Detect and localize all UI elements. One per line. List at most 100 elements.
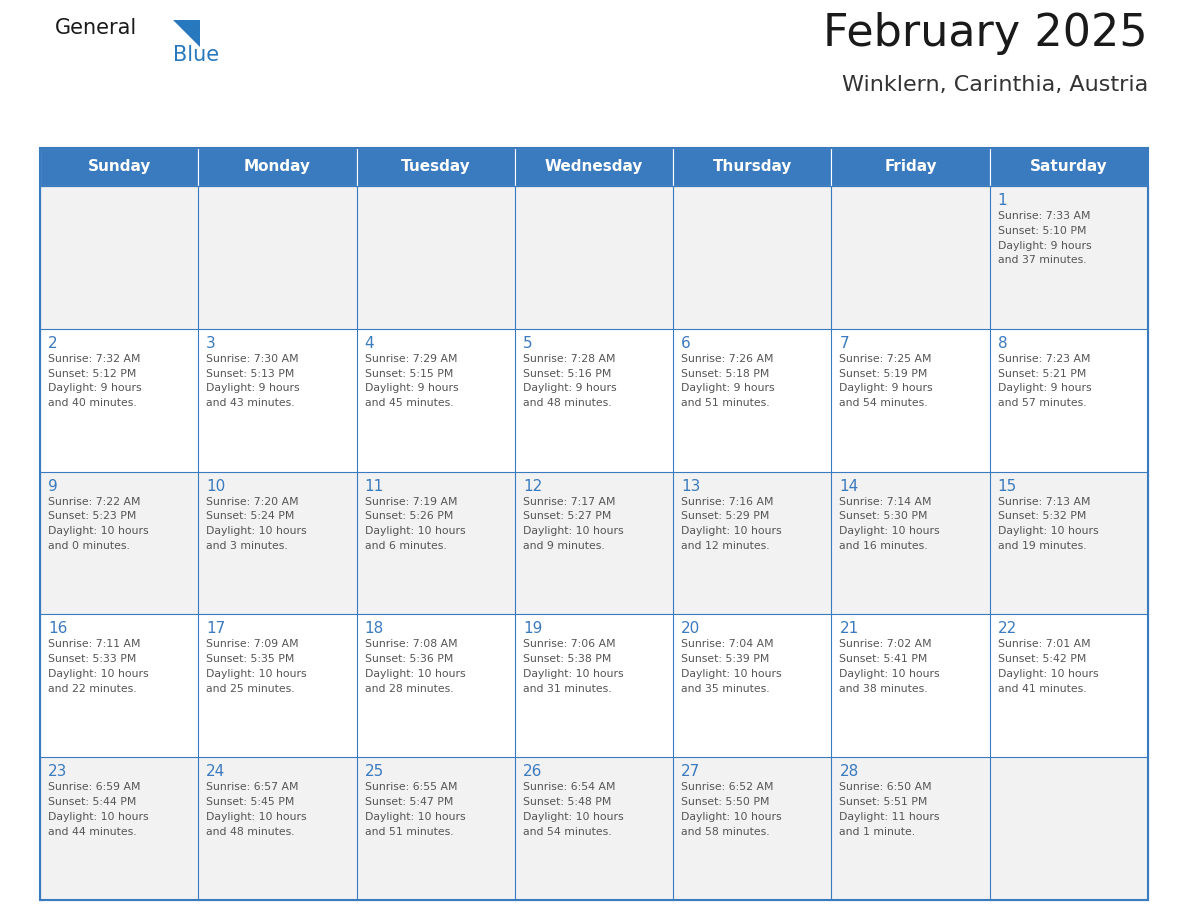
FancyBboxPatch shape bbox=[198, 757, 356, 900]
Text: Daylight: 10 hours: Daylight: 10 hours bbox=[207, 526, 307, 536]
Text: and 44 minutes.: and 44 minutes. bbox=[48, 826, 137, 836]
Text: and 54 minutes.: and 54 minutes. bbox=[840, 398, 928, 409]
Text: Daylight: 10 hours: Daylight: 10 hours bbox=[998, 669, 1099, 679]
Text: and 22 minutes.: and 22 minutes. bbox=[48, 684, 137, 694]
FancyBboxPatch shape bbox=[832, 186, 990, 329]
Text: Sunset: 5:12 PM: Sunset: 5:12 PM bbox=[48, 369, 137, 378]
Text: Sunset: 5:33 PM: Sunset: 5:33 PM bbox=[48, 655, 137, 665]
Text: Daylight: 10 hours: Daylight: 10 hours bbox=[523, 812, 624, 822]
Text: and 38 minutes.: and 38 minutes. bbox=[840, 684, 928, 694]
Text: 28: 28 bbox=[840, 764, 859, 779]
Text: and 9 minutes.: and 9 minutes. bbox=[523, 541, 605, 551]
Text: and 48 minutes.: and 48 minutes. bbox=[207, 826, 295, 836]
Text: Daylight: 10 hours: Daylight: 10 hours bbox=[998, 526, 1099, 536]
Text: Daylight: 9 hours: Daylight: 9 hours bbox=[365, 384, 459, 394]
Text: and 51 minutes.: and 51 minutes. bbox=[681, 398, 770, 409]
Text: Sunrise: 7:11 AM: Sunrise: 7:11 AM bbox=[48, 640, 140, 649]
FancyBboxPatch shape bbox=[514, 148, 674, 186]
Text: Sunset: 5:42 PM: Sunset: 5:42 PM bbox=[998, 655, 1086, 665]
Text: Daylight: 10 hours: Daylight: 10 hours bbox=[365, 526, 466, 536]
Text: 17: 17 bbox=[207, 621, 226, 636]
Text: Sunrise: 7:01 AM: Sunrise: 7:01 AM bbox=[998, 640, 1091, 649]
Text: 16: 16 bbox=[48, 621, 68, 636]
Text: Daylight: 9 hours: Daylight: 9 hours bbox=[207, 384, 299, 394]
Text: 20: 20 bbox=[681, 621, 701, 636]
FancyBboxPatch shape bbox=[990, 186, 1148, 329]
Text: 13: 13 bbox=[681, 478, 701, 494]
Text: General: General bbox=[55, 18, 138, 38]
Text: and 19 minutes.: and 19 minutes. bbox=[998, 541, 1086, 551]
Text: Sunset: 5:50 PM: Sunset: 5:50 PM bbox=[681, 797, 770, 807]
FancyBboxPatch shape bbox=[990, 472, 1148, 614]
Text: Daylight: 9 hours: Daylight: 9 hours bbox=[998, 241, 1092, 251]
Text: Sunset: 5:26 PM: Sunset: 5:26 PM bbox=[365, 511, 453, 521]
FancyBboxPatch shape bbox=[198, 614, 356, 757]
Text: and 54 minutes.: and 54 minutes. bbox=[523, 826, 612, 836]
Text: Daylight: 10 hours: Daylight: 10 hours bbox=[523, 526, 624, 536]
Text: Sunrise: 7:25 AM: Sunrise: 7:25 AM bbox=[840, 353, 931, 364]
Text: 14: 14 bbox=[840, 478, 859, 494]
FancyBboxPatch shape bbox=[990, 329, 1148, 472]
Text: Sunset: 5:13 PM: Sunset: 5:13 PM bbox=[207, 369, 295, 378]
Text: Sunset: 5:18 PM: Sunset: 5:18 PM bbox=[681, 369, 770, 378]
FancyBboxPatch shape bbox=[356, 329, 514, 472]
Text: and 35 minutes.: and 35 minutes. bbox=[681, 684, 770, 694]
FancyBboxPatch shape bbox=[40, 614, 198, 757]
Text: Thursday: Thursday bbox=[713, 160, 792, 174]
FancyBboxPatch shape bbox=[198, 329, 356, 472]
FancyBboxPatch shape bbox=[674, 329, 832, 472]
Text: 9: 9 bbox=[48, 478, 58, 494]
Text: Sunset: 5:45 PM: Sunset: 5:45 PM bbox=[207, 797, 295, 807]
Text: Daylight: 10 hours: Daylight: 10 hours bbox=[48, 669, 148, 679]
Text: Daylight: 10 hours: Daylight: 10 hours bbox=[681, 526, 782, 536]
Text: 25: 25 bbox=[365, 764, 384, 779]
Text: 27: 27 bbox=[681, 764, 701, 779]
FancyBboxPatch shape bbox=[40, 329, 198, 472]
Text: Sunrise: 6:59 AM: Sunrise: 6:59 AM bbox=[48, 782, 140, 792]
FancyBboxPatch shape bbox=[674, 614, 832, 757]
Text: and 3 minutes.: and 3 minutes. bbox=[207, 541, 287, 551]
Text: 6: 6 bbox=[681, 336, 691, 351]
Text: Sunrise: 7:09 AM: Sunrise: 7:09 AM bbox=[207, 640, 299, 649]
FancyBboxPatch shape bbox=[40, 472, 198, 614]
FancyBboxPatch shape bbox=[674, 186, 832, 329]
FancyBboxPatch shape bbox=[40, 757, 198, 900]
Text: 8: 8 bbox=[998, 336, 1007, 351]
Text: Daylight: 10 hours: Daylight: 10 hours bbox=[840, 526, 940, 536]
FancyBboxPatch shape bbox=[40, 148, 198, 186]
Text: 1: 1 bbox=[998, 193, 1007, 208]
Text: Sunset: 5:23 PM: Sunset: 5:23 PM bbox=[48, 511, 137, 521]
FancyBboxPatch shape bbox=[198, 186, 356, 329]
Text: Daylight: 9 hours: Daylight: 9 hours bbox=[48, 384, 141, 394]
Text: Sunrise: 7:06 AM: Sunrise: 7:06 AM bbox=[523, 640, 615, 649]
Text: Sunset: 5:27 PM: Sunset: 5:27 PM bbox=[523, 511, 612, 521]
FancyBboxPatch shape bbox=[674, 757, 832, 900]
FancyBboxPatch shape bbox=[514, 614, 674, 757]
Text: and 45 minutes.: and 45 minutes. bbox=[365, 398, 453, 409]
Text: Sunset: 5:39 PM: Sunset: 5:39 PM bbox=[681, 655, 770, 665]
Text: Sunset: 5:24 PM: Sunset: 5:24 PM bbox=[207, 511, 295, 521]
Text: Sunset: 5:44 PM: Sunset: 5:44 PM bbox=[48, 797, 137, 807]
Text: Sunrise: 7:13 AM: Sunrise: 7:13 AM bbox=[998, 497, 1091, 507]
FancyBboxPatch shape bbox=[514, 186, 674, 329]
Text: 4: 4 bbox=[365, 336, 374, 351]
Text: Sunrise: 6:52 AM: Sunrise: 6:52 AM bbox=[681, 782, 773, 792]
Text: Sunrise: 7:32 AM: Sunrise: 7:32 AM bbox=[48, 353, 140, 364]
Text: Sunset: 5:29 PM: Sunset: 5:29 PM bbox=[681, 511, 770, 521]
Text: and 25 minutes.: and 25 minutes. bbox=[207, 684, 295, 694]
Text: Sunset: 5:15 PM: Sunset: 5:15 PM bbox=[365, 369, 453, 378]
Polygon shape bbox=[173, 20, 200, 47]
Text: Sunset: 5:16 PM: Sunset: 5:16 PM bbox=[523, 369, 612, 378]
Text: and 31 minutes.: and 31 minutes. bbox=[523, 684, 612, 694]
Text: Sunset: 5:21 PM: Sunset: 5:21 PM bbox=[998, 369, 1086, 378]
Text: Sunrise: 7:26 AM: Sunrise: 7:26 AM bbox=[681, 353, 773, 364]
Text: Sunrise: 6:55 AM: Sunrise: 6:55 AM bbox=[365, 782, 457, 792]
Text: Sunrise: 7:04 AM: Sunrise: 7:04 AM bbox=[681, 640, 773, 649]
Text: Sunrise: 6:50 AM: Sunrise: 6:50 AM bbox=[840, 782, 933, 792]
Text: Sunrise: 7:17 AM: Sunrise: 7:17 AM bbox=[523, 497, 615, 507]
Text: Daylight: 9 hours: Daylight: 9 hours bbox=[998, 384, 1092, 394]
Text: Sunset: 5:47 PM: Sunset: 5:47 PM bbox=[365, 797, 453, 807]
Text: Daylight: 9 hours: Daylight: 9 hours bbox=[840, 384, 933, 394]
FancyBboxPatch shape bbox=[356, 148, 514, 186]
Text: 5: 5 bbox=[523, 336, 532, 351]
